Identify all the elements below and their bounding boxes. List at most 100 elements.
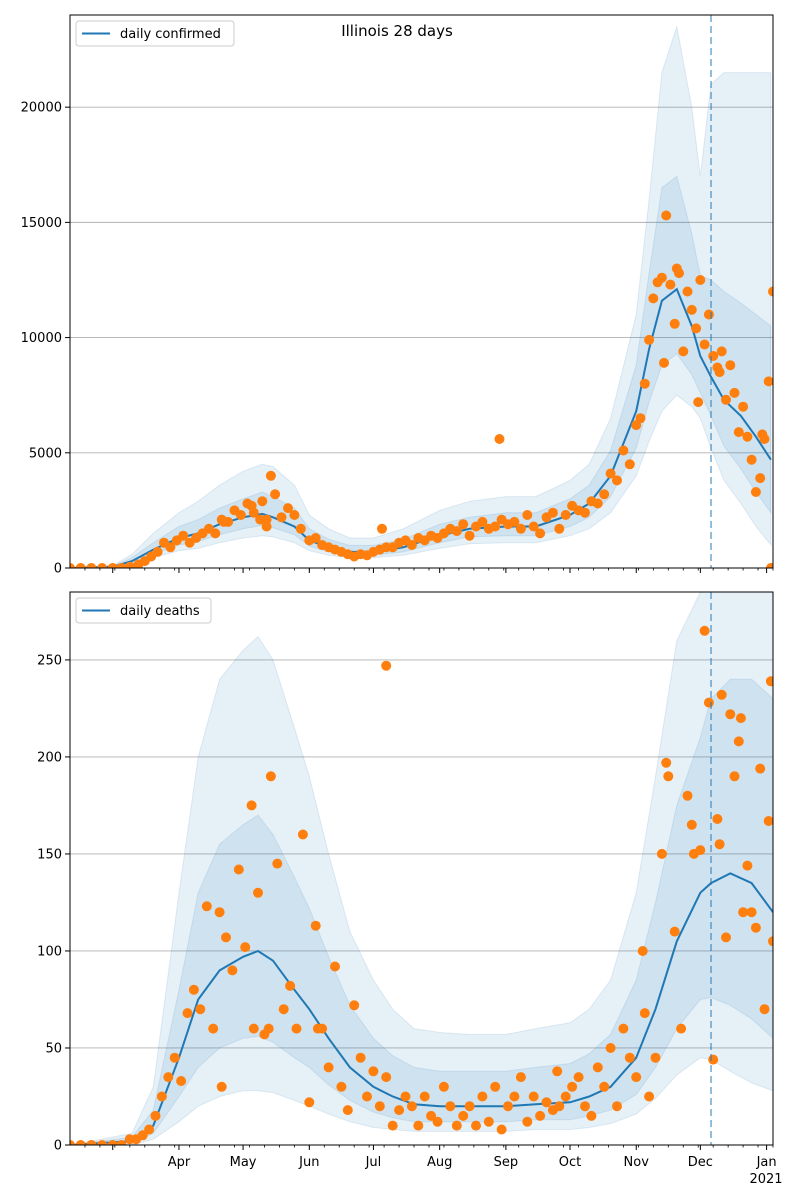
deaths-observed-point	[107, 1140, 118, 1145]
confirmed-observed-point	[560, 510, 571, 520]
deaths-observed-point	[661, 757, 672, 768]
deaths-observed-point	[374, 1101, 385, 1112]
deaths-observed-point	[490, 1081, 501, 1092]
confirmed-y-tick-label: 0	[54, 562, 62, 577]
deaths-observed-point	[599, 1081, 610, 1092]
deaths-observed-point	[323, 1062, 334, 1073]
deaths-x-tick-label: Apr	[168, 1155, 191, 1170]
confirmed-observed-point	[235, 510, 246, 520]
deaths-observed-point	[716, 689, 727, 700]
deaths-observed-point	[586, 1110, 597, 1121]
deaths-legend-label: daily deaths	[120, 604, 200, 619]
deaths-observed-point	[163, 1072, 174, 1083]
confirmed-observed-point	[708, 351, 719, 361]
deaths-gridlines	[70, 659, 773, 1049]
confirmed-observed-point	[682, 286, 693, 297]
deaths-observed-point	[703, 697, 714, 708]
deaths-observed-point	[201, 901, 212, 912]
deaths-y-tick-label: 0	[54, 1139, 62, 1154]
deaths-observed-point	[695, 845, 706, 856]
deaths-observed-point	[150, 1110, 161, 1121]
confirmed-observed-point	[283, 503, 293, 514]
confirmed-y-tick-label: 5000	[29, 446, 62, 461]
deaths-observed-point	[768, 936, 773, 947]
deaths-observed-point	[349, 1000, 360, 1011]
deaths-observed-point	[253, 887, 263, 898]
deaths-observed-point	[265, 771, 276, 782]
deaths-observed-point	[291, 1023, 302, 1034]
deaths-observed-point	[297, 829, 308, 840]
confirmed-observed-point	[86, 563, 97, 568]
deaths-chart-panel: 0 50 100 150 200 250 Apr May Jun Jul Aug Sep Oct Nov…	[37, 591, 783, 1187]
confirmed-observed-point	[246, 500, 257, 511]
deaths-x-tick-label: Dec	[688, 1155, 713, 1170]
deaths-observed-point	[477, 1091, 488, 1102]
deaths-observed-point	[483, 1116, 494, 1127]
confirmed-observed-point	[725, 360, 736, 371]
deaths-observed-point	[471, 1120, 481, 1131]
deaths-observed-point	[355, 1052, 366, 1063]
confirmed-observed-point	[458, 519, 469, 530]
deaths-observed-point	[580, 1101, 590, 1112]
confirmed-observed-point	[605, 468, 616, 479]
deaths-observed-point	[368, 1066, 379, 1077]
deaths-x-axis-ticks: Apr May Jun Jul Aug Sep Oct Nov Dec Jan	[84, 1145, 777, 1170]
confirmed-observed-point	[97, 563, 108, 568]
confirmed-observed-point	[695, 275, 706, 285]
deaths-observed-point	[663, 771, 674, 782]
deaths-observed-point	[272, 858, 283, 869]
confirmed-legend: daily confirmed	[75, 20, 235, 47]
deaths-y-tick-label: 50	[45, 1041, 62, 1056]
deaths-observed-point	[515, 1072, 526, 1083]
confirmed-observed-point	[639, 378, 650, 389]
deaths-observed-point	[746, 907, 757, 918]
deaths-observed-point	[400, 1091, 411, 1102]
confirmed-observed-points	[70, 210, 773, 568]
deaths-observed-point	[240, 942, 251, 953]
confirmed-observed-point	[714, 367, 725, 378]
deaths-observed-point	[699, 625, 710, 636]
deaths-observed-point	[216, 1081, 227, 1092]
confirmed-observed-point	[738, 401, 749, 412]
confirmed-legend-label: daily confirmed	[120, 27, 221, 42]
confirmed-observed-point	[612, 475, 622, 486]
deaths-y-tick-label: 200	[37, 750, 62, 765]
confirmed-observed-point	[618, 445, 629, 456]
deaths-band-inner	[70, 678, 773, 1145]
deaths-observed-point	[650, 1052, 661, 1063]
confirmed-observed-point	[547, 507, 558, 518]
deaths-observed-point	[765, 676, 773, 687]
deaths-plot-frame	[69, 591, 774, 1146]
deaths-observed-point	[618, 1023, 629, 1034]
confirmed-observed-point	[755, 473, 766, 484]
deaths-observed-point	[637, 946, 648, 956]
confirmed-y-axis-ticks: 0 5000 10000 15000 20000	[21, 101, 70, 577]
deaths-observed-point	[639, 1008, 650, 1019]
confirmed-observed-point	[257, 496, 268, 507]
deaths-observed-point	[381, 660, 392, 671]
deaths-observed-point	[560, 1091, 571, 1102]
deaths-observed-point	[312, 1023, 323, 1034]
deaths-observed-point	[387, 1120, 398, 1131]
deaths-observed-point	[406, 1101, 417, 1112]
deaths-observed-point	[278, 1004, 289, 1015]
deaths-observed-point	[208, 1023, 219, 1034]
deaths-observed-point	[432, 1116, 443, 1127]
confirmed-y-tick-label: 20000	[21, 101, 62, 116]
confirmed-observed-point	[721, 394, 731, 405]
confirmed-observed-point	[165, 542, 176, 553]
deaths-observed-point	[682, 790, 693, 801]
confirmed-uncertainty-bands	[70, 26, 772, 568]
deaths-observed-point	[729, 771, 740, 782]
deaths-observed-point	[712, 814, 723, 824]
confirmed-observed-point	[671, 263, 682, 274]
deaths-uncertainty-bands	[70, 592, 773, 1145]
deaths-y-tick-label: 250	[37, 653, 62, 668]
deaths-observed-point	[342, 1105, 353, 1116]
deaths-observed-point	[285, 980, 296, 991]
confirmed-observed-point	[261, 514, 272, 525]
confirmed-observed-point	[464, 530, 475, 541]
deaths-observed-point	[156, 1091, 167, 1102]
deaths-observed-point	[592, 1062, 603, 1073]
deaths-observed-point	[445, 1101, 456, 1112]
